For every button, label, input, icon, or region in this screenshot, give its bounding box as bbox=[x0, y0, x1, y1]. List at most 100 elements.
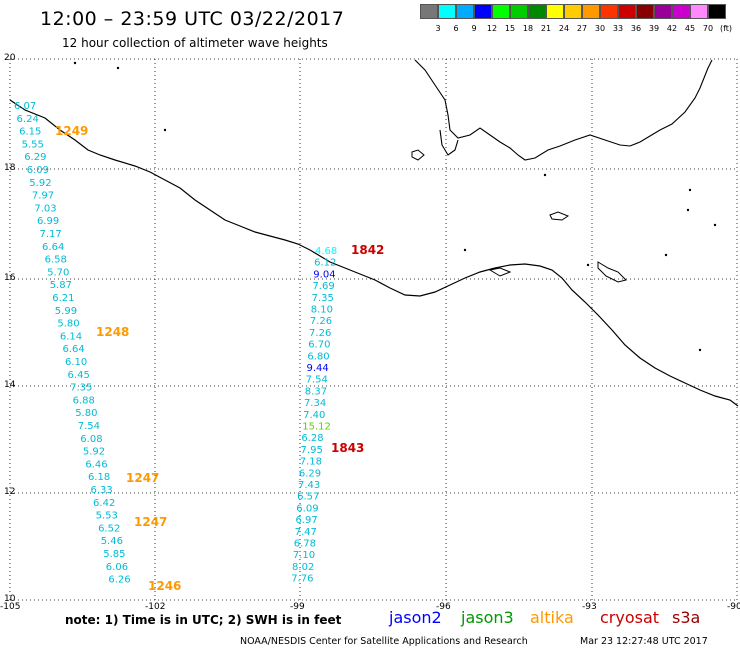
wave-height-value: 6.46 bbox=[85, 459, 107, 470]
wave-height-value: 6.12 bbox=[314, 258, 336, 269]
scale-swatch bbox=[672, 4, 690, 19]
wave-height-value: 6.33 bbox=[91, 485, 113, 496]
wave-height-value: 7.34 bbox=[304, 398, 326, 409]
wave-height-value: 5.92 bbox=[83, 447, 105, 458]
wave-height-value: 7.97 bbox=[32, 191, 54, 202]
pass-time-label: 1842 bbox=[351, 243, 384, 257]
scale-swatch bbox=[510, 4, 528, 19]
wave-height-value: 6.45 bbox=[68, 370, 90, 381]
wave-height-value: 15.12 bbox=[302, 422, 331, 433]
wave-height-value: 5.53 bbox=[96, 511, 118, 522]
scale-swatch bbox=[618, 4, 636, 19]
wave-height-value: 5.85 bbox=[103, 549, 125, 560]
wave-height-value: 7.10 bbox=[293, 550, 315, 561]
wave-height-value: 6.09 bbox=[27, 165, 49, 176]
wave-height-value: 7.40 bbox=[303, 410, 325, 421]
wave-height-value: 6.78 bbox=[294, 539, 316, 550]
wave-height-value: 6.42 bbox=[93, 498, 115, 509]
mexico-pacific-coastline bbox=[9, 99, 739, 407]
scale-label: 24 bbox=[558, 24, 570, 33]
scale-swatch bbox=[492, 4, 510, 19]
coastline bbox=[9, 59, 739, 407]
scale-swatch bbox=[546, 4, 564, 19]
scale-swatch bbox=[600, 4, 618, 19]
lon-label: -96 bbox=[436, 602, 451, 612]
scale-swatch bbox=[690, 4, 708, 19]
scale-label: 15 bbox=[504, 24, 516, 33]
wave-height-value: 5.92 bbox=[29, 178, 51, 189]
pass-time-label: 1249 bbox=[55, 124, 88, 138]
wave-height-value: 6.88 bbox=[73, 395, 95, 406]
wave-height-value: 6.80 bbox=[307, 351, 329, 362]
scale-label: 18 bbox=[522, 24, 534, 33]
scale-swatch bbox=[708, 4, 726, 19]
wave-height-value: 6.14 bbox=[60, 331, 82, 342]
pass-time-label: 1247 bbox=[134, 515, 167, 529]
altimeter-tracks: 6.07 6.24 6.155.55 6.29 6.09 5.92 7.977.03 6.99… bbox=[14, 101, 384, 593]
lon-label: -90 bbox=[727, 602, 740, 612]
island-2 bbox=[549, 211, 570, 221]
lat-label: 20 bbox=[4, 53, 16, 63]
scale-label: (ft) bbox=[719, 24, 733, 33]
wave-height-value: 6.97 bbox=[295, 515, 317, 526]
wave-height-value: 6.10 bbox=[65, 357, 87, 368]
wave-height-value: 6.06 bbox=[106, 562, 128, 573]
scale-label: 39 bbox=[648, 24, 660, 33]
scale-label: 70 bbox=[702, 24, 714, 33]
legend-jason2: jason2 bbox=[389, 608, 442, 627]
lon-label: -93 bbox=[582, 602, 597, 612]
wave-height-value: 6.18 bbox=[88, 472, 110, 483]
lon-label: -99 bbox=[290, 602, 305, 612]
wave-height-value: 6.64 bbox=[42, 242, 64, 253]
scale-label: 6 bbox=[453, 24, 459, 33]
lat-label: 10 bbox=[4, 594, 16, 604]
wave-height-value: 7.18 bbox=[300, 457, 322, 468]
wave-height-value: 5.46 bbox=[101, 536, 123, 547]
wave-height-value: 8.02 bbox=[292, 562, 314, 573]
wave-height-value: 7.47 bbox=[295, 527, 317, 538]
wave-height-value: 6.29 bbox=[24, 152, 46, 163]
map-subtitle: 12 hour collection of altimeter wave hei… bbox=[62, 36, 328, 50]
lat-label: 14 bbox=[4, 380, 16, 390]
wave-height-value: 7.54 bbox=[306, 375, 328, 386]
scale-label: 27 bbox=[576, 24, 588, 33]
island-1 bbox=[411, 149, 425, 161]
wave-height-value: 6.26 bbox=[108, 575, 130, 586]
wave-height-value: 6.28 bbox=[301, 433, 323, 444]
yucatan-coast bbox=[439, 129, 459, 156]
scale-swatch bbox=[438, 4, 456, 19]
legend-s3a: s3a bbox=[672, 608, 701, 627]
scale-swatch bbox=[582, 4, 600, 19]
scale-label: 3 bbox=[435, 24, 441, 33]
lat-label: 16 bbox=[4, 273, 16, 283]
wave-height-value: 6.08 bbox=[80, 434, 102, 445]
wave-height-value: 7.35 bbox=[312, 293, 334, 304]
scale-swatch bbox=[564, 4, 582, 19]
pass-time-label: 1246 bbox=[148, 579, 181, 593]
wave-height-value: 8.10 bbox=[311, 305, 333, 316]
wave-height-value: 7.95 bbox=[301, 445, 323, 456]
wave-height-value: 6.57 bbox=[297, 492, 319, 503]
wave-height-value: 5.80 bbox=[57, 319, 79, 330]
scale-swatch bbox=[528, 4, 546, 19]
scale-swatch bbox=[474, 4, 492, 19]
wave-height-value: 5.70 bbox=[47, 267, 69, 278]
wave-height-value: 7.26 bbox=[309, 328, 331, 339]
lon-label: -105 bbox=[0, 602, 21, 612]
lon-label: -102 bbox=[145, 602, 166, 612]
wave-height-value: 5.99 bbox=[55, 306, 77, 317]
wave-height-value: 5.80 bbox=[75, 408, 97, 419]
wave-height-value: 9.44 bbox=[307, 363, 329, 374]
scale-label: 12 bbox=[486, 24, 498, 33]
wave-height-value: 6.07 bbox=[14, 101, 36, 112]
pass-time-label: 1247 bbox=[126, 471, 159, 485]
scale-label: 36 bbox=[630, 24, 642, 33]
wave-height-value: 6.58 bbox=[45, 255, 67, 266]
wave-height-value: 8.37 bbox=[305, 386, 327, 397]
scale-label: 30 bbox=[594, 24, 606, 33]
scale-label: 45 bbox=[684, 24, 696, 33]
scale-label: 42 bbox=[666, 24, 678, 33]
wave-height-value: 7.26 bbox=[310, 316, 332, 327]
pass-time-label: 1843 bbox=[331, 441, 364, 455]
